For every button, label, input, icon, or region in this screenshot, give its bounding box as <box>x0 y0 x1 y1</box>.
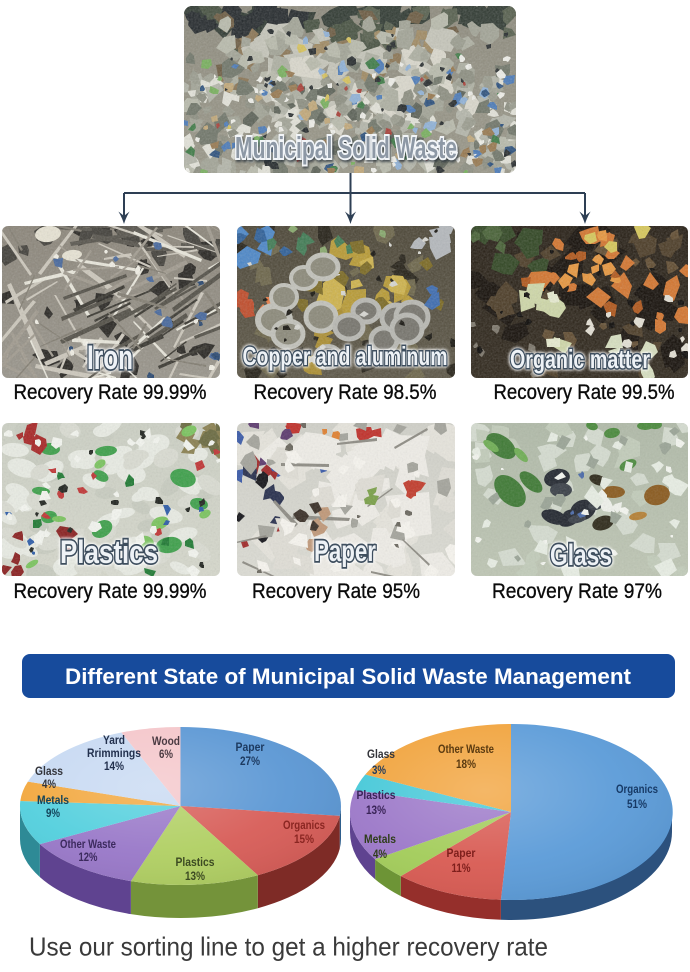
svg-text:Different State of Municipal S: Different State of Municipal Solid Waste… <box>65 664 632 689</box>
svg-text:Other Waste: Other Waste <box>438 744 494 756</box>
svg-text:51%: 51% <box>627 799 647 811</box>
svg-text:Plastics: Plastics <box>176 857 215 869</box>
svg-text:Plastics: Plastics <box>60 534 158 570</box>
svg-text:Metals: Metals <box>37 795 69 807</box>
svg-text:Organics: Organics <box>283 820 325 832</box>
svg-text:Glass: Glass <box>35 766 63 778</box>
svg-text:Iron: Iron <box>87 339 133 377</box>
svg-text:13%: 13% <box>366 805 386 817</box>
svg-text:12%: 12% <box>79 852 98 864</box>
svg-text:11%: 11% <box>452 863 471 875</box>
svg-text:4%: 4% <box>373 849 387 861</box>
svg-text:Recovery Rate 98.5%: Recovery Rate 98.5% <box>254 380 437 404</box>
svg-text:15%: 15% <box>294 834 314 846</box>
svg-text:Paper: Paper <box>447 848 476 860</box>
svg-text:Recovery Rate 97%: Recovery Rate 97% <box>492 579 662 603</box>
svg-text:Copper and aluminum: Copper and aluminum <box>243 341 448 371</box>
svg-text:Glass: Glass <box>367 749 395 761</box>
svg-text:Organic matter: Organic matter <box>510 344 650 374</box>
svg-text:Metals: Metals <box>364 834 396 846</box>
svg-text:Recovery Rate 95%: Recovery Rate 95% <box>252 579 420 603</box>
svg-text:Use our sorting line to get a: Use our sorting line to get a higher rec… <box>29 932 548 962</box>
svg-text:3%: 3% <box>372 765 386 777</box>
svg-text:27%: 27% <box>240 756 260 768</box>
svg-text:18%: 18% <box>456 759 476 771</box>
svg-text:6%: 6% <box>159 749 173 761</box>
svg-text:Plastics: Plastics <box>357 790 396 802</box>
svg-text:Other Waste: Other Waste <box>60 839 116 851</box>
svg-text:13%: 13% <box>185 871 205 883</box>
svg-text:Glass: Glass <box>550 539 612 572</box>
svg-text:Recovery Rate 99.99%: Recovery Rate 99.99% <box>14 579 207 603</box>
svg-text:9%: 9% <box>46 808 60 820</box>
svg-text:Wood: Wood <box>152 736 180 748</box>
svg-text:Paper: Paper <box>236 742 265 754</box>
svg-text:Rrimmings: Rrimmings <box>87 748 141 760</box>
svg-text:14%: 14% <box>104 761 124 773</box>
svg-text:Paper: Paper <box>314 535 376 568</box>
svg-text:Yard: Yard <box>103 735 125 747</box>
svg-text:4%: 4% <box>42 779 56 791</box>
svg-text:Recovery Rate 99.5%: Recovery Rate 99.5% <box>494 380 675 404</box>
svg-text:Organics: Organics <box>616 784 658 796</box>
svg-text:Municipal Solid Waste: Municipal Solid Waste <box>235 130 457 165</box>
svg-text:Recovery Rate 99.99%: Recovery Rate 99.99% <box>14 380 207 404</box>
